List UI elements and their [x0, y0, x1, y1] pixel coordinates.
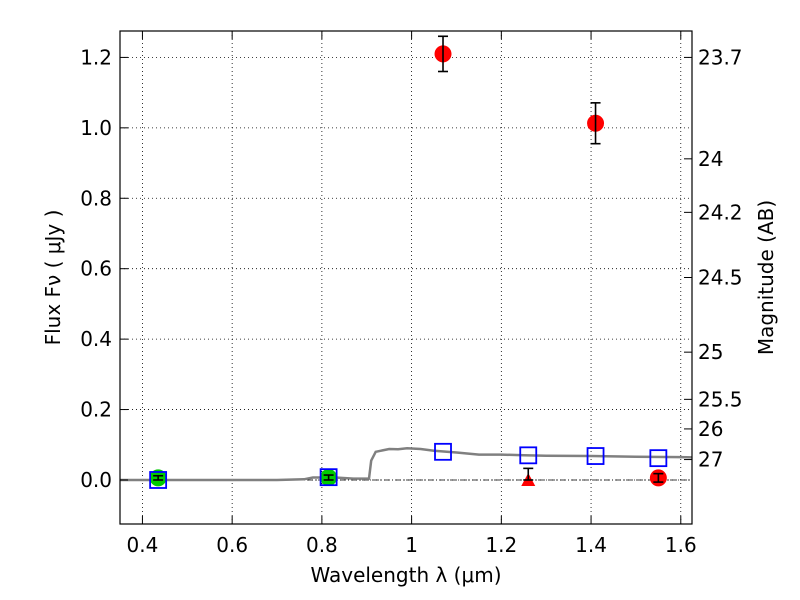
right-tick-label: 27 — [698, 448, 723, 472]
x-axis-label: Wavelength λ (μm) — [310, 563, 501, 587]
model-band-square — [586, 447, 605, 465]
x-tick-label: 1 — [405, 533, 418, 557]
right-tick-label: 25.5 — [698, 387, 743, 411]
right-tick-label: 26 — [698, 417, 723, 441]
x-tick-label: 1.2 — [485, 533, 517, 557]
model-band-square — [434, 442, 452, 461]
model-spectrum-line — [120, 447, 693, 482]
y-axis-label-right: Magnitude (AB) — [754, 200, 778, 355]
model-band-square — [149, 471, 168, 489]
y-tick-label: 0.4 — [80, 327, 112, 351]
x-tick-label: 1.6 — [665, 533, 697, 557]
right-tick-label: 24.5 — [698, 266, 743, 290]
model-band-square — [519, 446, 538, 465]
x-tick-label: 0.6 — [216, 533, 248, 557]
plot-area — [120, 35, 693, 489]
model-band-square — [649, 449, 668, 468]
y-tick-label: 0.6 — [80, 257, 112, 281]
x-tick-label: 0.8 — [306, 533, 338, 557]
y-axis-label-left: Flux Fν ( μJy ) — [41, 210, 65, 346]
right-tick-label: 23.7 — [698, 45, 743, 69]
y-tick-label: 1.2 — [80, 45, 112, 69]
right-tick-label: 25 — [698, 340, 723, 364]
y-tick-label: 0.8 — [80, 186, 112, 210]
right-tick-label: 24.2 — [698, 200, 743, 224]
y-tick-label: 0.2 — [80, 398, 112, 422]
axis-ticks: 0.4 0.6 0.8 1 1.2 1.4 1.6 0.0 0.2 0.4 0.6 0.8 1.0 1.2… — [80, 31, 743, 557]
right-tick-label: 24 — [698, 147, 723, 171]
model-band-square — [319, 468, 338, 487]
x-tick-label: 1.4 — [575, 533, 607, 557]
y-tick-label: 1.0 — [80, 116, 112, 140]
x-tick-label: 0.4 — [127, 533, 159, 557]
y-tick-label: 0.0 — [80, 468, 112, 492]
